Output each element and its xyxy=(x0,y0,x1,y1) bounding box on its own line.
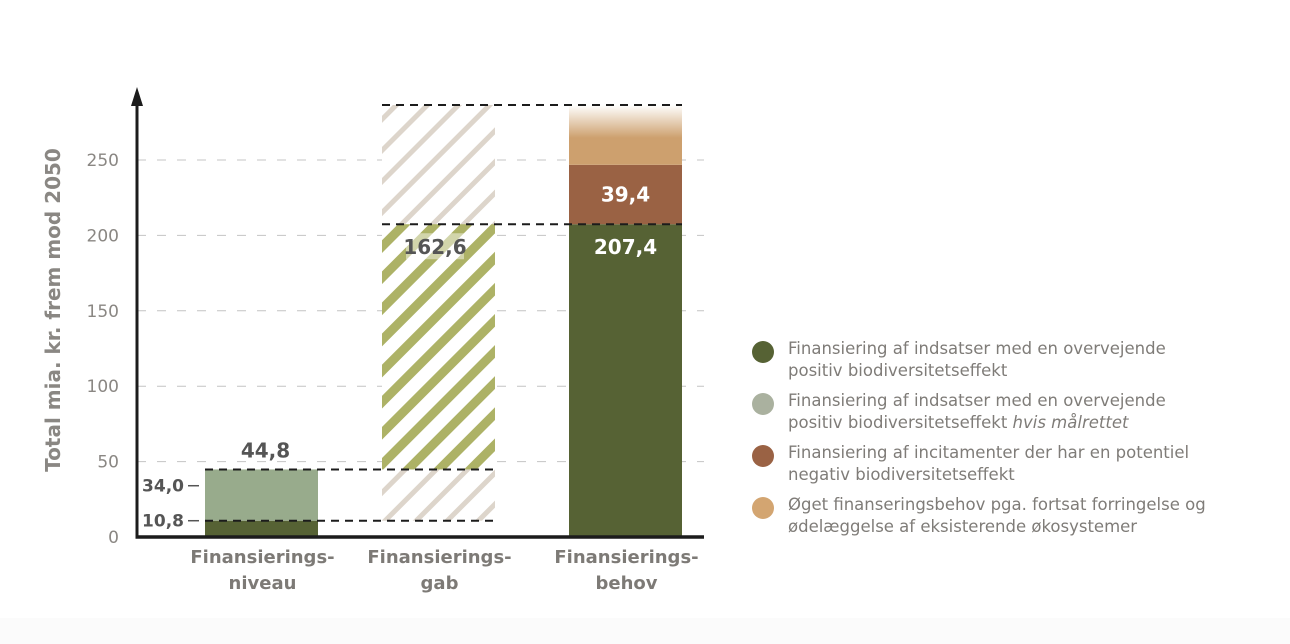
segment-value-label: 207,4 xyxy=(594,235,657,259)
legend-label: Øget finanseringsbehov pga. fortsat forr… xyxy=(788,495,1206,536)
legend-label-emphasis: hvis målrettet xyxy=(1012,413,1129,432)
total-value-label: 44,8 xyxy=(241,438,290,462)
y-tick-label: 150 xyxy=(87,302,119,322)
category-label-line1: Finansierings- xyxy=(190,547,334,568)
legend-item: Finansiering af indsatser med en overvej… xyxy=(752,338,1212,382)
category-label-line2: gab xyxy=(421,573,459,594)
legend-label: Finansiering af incitamenter der har en … xyxy=(788,443,1190,484)
bar-segment-gap_green xyxy=(382,224,495,470)
bar-segment-positiv xyxy=(205,520,318,537)
y-axis-arrow-icon xyxy=(131,87,143,106)
y-tick-label: 250 xyxy=(87,151,119,171)
y-tick-label: 100 xyxy=(87,377,119,397)
label-backdrop xyxy=(406,233,464,260)
bar-segment-negativ xyxy=(569,164,682,225)
bar-segment-hvis_maalrettet xyxy=(205,469,318,521)
y-tick-label: 0 xyxy=(108,528,119,548)
legend: Finansiering af indsatser med en overvej… xyxy=(752,338,1212,546)
legend-item: Øget finanseringsbehov pga. fortsat forr… xyxy=(752,494,1212,538)
legend-swatch-icon xyxy=(752,341,774,363)
legend-swatch-icon xyxy=(752,393,774,415)
bar-segment-positiv xyxy=(569,224,682,538)
legend-swatch-icon xyxy=(752,445,774,467)
side-value-label: 10,8 xyxy=(142,512,184,532)
category-label-line1: Finansierings- xyxy=(367,547,511,568)
legend-item: Finansiering af incitamenter der har en … xyxy=(752,442,1212,486)
legend-label: Finansiering af indsatser med en overvej… xyxy=(788,339,1166,380)
legend-swatch-icon xyxy=(752,497,774,519)
legend-label: Finansiering af indsatser med en overvej… xyxy=(788,391,1166,432)
y-tick-label: 200 xyxy=(87,226,119,246)
category-label-line2: behov xyxy=(595,573,657,594)
segment-value-label: 39,4 xyxy=(601,183,650,207)
side-value-label: 34,0 xyxy=(142,477,184,497)
bar-segment-oeget xyxy=(569,104,682,165)
legend-item: Finansiering af indsatser med en overvej… xyxy=(752,390,1212,434)
gap-value-label: 162,6 xyxy=(403,235,466,259)
y-tick-label: 50 xyxy=(97,453,119,473)
y-axis-title: Total mia. kr. frem mod 2050 xyxy=(41,148,65,472)
category-label-line2: niveau xyxy=(229,573,297,594)
bottom-band xyxy=(0,618,1290,644)
category-label-line1: Finansierings- xyxy=(554,547,698,568)
